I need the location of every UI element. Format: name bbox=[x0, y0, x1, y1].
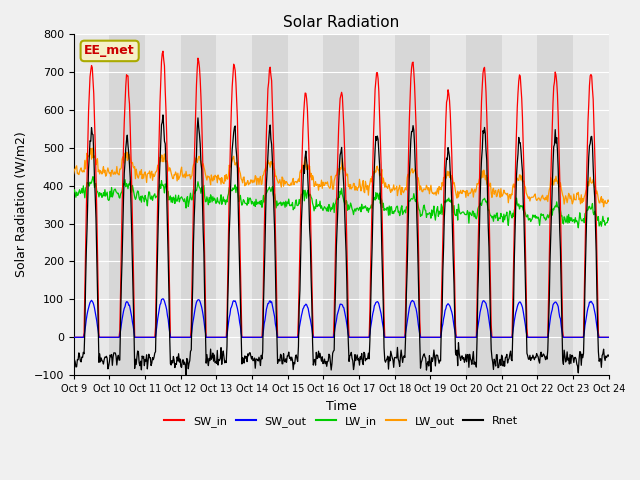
Bar bbox=[288, 34, 323, 375]
Title: Solar Radiation: Solar Radiation bbox=[283, 15, 399, 30]
Bar bbox=[216, 34, 252, 375]
Bar bbox=[466, 34, 502, 375]
Bar bbox=[74, 34, 109, 375]
Y-axis label: Solar Radiation (W/m2): Solar Radiation (W/m2) bbox=[15, 132, 28, 277]
Bar bbox=[109, 34, 145, 375]
Bar bbox=[359, 34, 395, 375]
Bar bbox=[431, 34, 466, 375]
X-axis label: Time: Time bbox=[326, 400, 356, 413]
Bar bbox=[323, 34, 359, 375]
Bar bbox=[502, 34, 538, 375]
Bar bbox=[573, 34, 609, 375]
Bar bbox=[145, 34, 180, 375]
Legend: SW_in, SW_out, LW_in, LW_out, Rnet: SW_in, SW_out, LW_in, LW_out, Rnet bbox=[159, 411, 523, 431]
Bar bbox=[252, 34, 288, 375]
Bar bbox=[395, 34, 431, 375]
Bar bbox=[180, 34, 216, 375]
Text: EE_met: EE_met bbox=[84, 45, 135, 58]
Bar bbox=[538, 34, 573, 375]
